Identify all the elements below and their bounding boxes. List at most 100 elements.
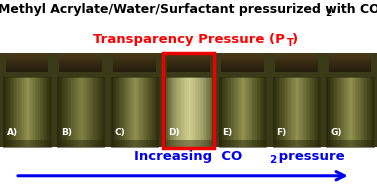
Text: ): )	[292, 33, 298, 46]
Bar	[124, 77, 126, 147]
Bar	[167, 55, 210, 57]
Bar	[315, 77, 317, 147]
Bar	[263, 77, 265, 147]
Bar	[190, 77, 192, 147]
Bar	[221, 55, 264, 57]
Bar	[364, 77, 366, 147]
Bar	[71, 77, 73, 147]
Bar	[275, 68, 317, 70]
Bar	[328, 77, 330, 147]
Bar	[277, 77, 279, 147]
Bar	[87, 77, 89, 147]
Bar	[207, 77, 209, 147]
Bar	[111, 140, 158, 147]
Text: B): B)	[61, 128, 72, 137]
Text: D): D)	[169, 128, 180, 137]
Bar	[295, 77, 297, 147]
Bar	[314, 77, 316, 147]
Bar	[21, 77, 23, 147]
Bar	[187, 77, 189, 147]
Bar	[221, 66, 264, 68]
Text: T: T	[287, 38, 294, 48]
Bar	[276, 77, 277, 147]
Bar	[6, 68, 48, 70]
Bar	[287, 77, 289, 147]
Bar	[79, 77, 81, 147]
Bar	[127, 77, 129, 147]
Bar	[155, 77, 157, 147]
Bar	[48, 77, 49, 147]
Bar	[116, 77, 118, 147]
Bar	[363, 77, 365, 147]
Bar	[92, 77, 94, 147]
Text: Increasing  CO: Increasing CO	[134, 150, 243, 163]
Bar	[265, 77, 267, 147]
Bar	[275, 55, 317, 57]
Bar	[143, 77, 144, 147]
Bar	[168, 77, 170, 147]
Bar	[6, 62, 48, 64]
Bar	[275, 57, 317, 59]
Bar	[306, 77, 308, 147]
Bar	[291, 77, 293, 147]
Bar	[60, 57, 102, 59]
Bar	[221, 68, 264, 70]
Bar	[247, 77, 249, 147]
Bar	[326, 77, 328, 147]
Bar	[329, 58, 371, 60]
Bar	[181, 77, 182, 147]
Bar	[275, 64, 317, 66]
Bar	[221, 53, 264, 55]
Bar	[221, 70, 264, 72]
Bar	[344, 77, 346, 147]
Bar	[244, 77, 246, 147]
Bar	[185, 77, 187, 147]
Bar	[35, 77, 37, 147]
Bar	[179, 77, 181, 147]
Bar	[6, 70, 48, 72]
Bar	[355, 77, 357, 147]
Bar	[275, 60, 317, 62]
Bar	[234, 77, 236, 147]
Bar	[221, 58, 264, 60]
Bar	[372, 77, 374, 147]
Bar	[333, 77, 335, 147]
Bar	[250, 77, 252, 147]
Bar	[125, 77, 127, 147]
Bar	[236, 77, 238, 147]
Bar	[60, 66, 102, 68]
Bar	[275, 53, 317, 55]
Bar	[221, 62, 264, 64]
Bar	[78, 77, 80, 147]
Bar	[65, 77, 67, 147]
Text: 2: 2	[325, 9, 331, 18]
Bar	[67, 77, 69, 147]
Bar	[70, 77, 72, 147]
Bar	[241, 77, 243, 147]
Bar	[135, 77, 136, 147]
Bar	[119, 77, 121, 147]
Bar	[173, 77, 175, 147]
Bar	[348, 77, 351, 147]
Bar	[136, 77, 138, 147]
Bar	[203, 77, 205, 147]
Bar	[360, 77, 362, 147]
Bar	[167, 62, 210, 64]
Bar	[113, 57, 156, 59]
Bar	[57, 77, 104, 147]
Bar	[11, 77, 13, 147]
Bar	[19, 77, 21, 147]
Bar	[358, 77, 360, 147]
Bar	[130, 77, 132, 147]
Bar	[284, 77, 285, 147]
Bar	[24, 77, 26, 147]
Bar	[337, 77, 339, 147]
Bar	[221, 64, 264, 66]
Bar	[310, 77, 313, 147]
Bar	[233, 77, 235, 147]
Bar	[312, 77, 314, 147]
Bar	[3, 140, 51, 147]
Bar	[199, 77, 202, 147]
Bar	[84, 77, 86, 147]
Bar	[90, 77, 92, 147]
